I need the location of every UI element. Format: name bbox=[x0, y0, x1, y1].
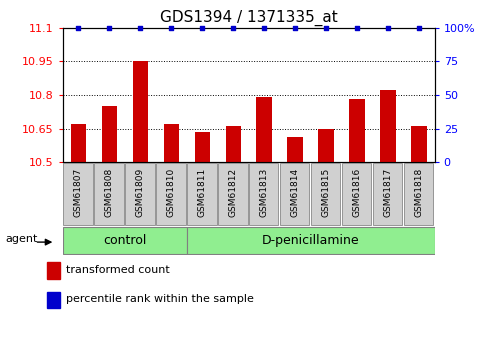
Bar bbox=[101, 106, 117, 162]
FancyBboxPatch shape bbox=[187, 227, 435, 254]
Bar bbox=[46, 262, 60, 279]
Point bbox=[415, 25, 423, 30]
Text: GSM61809: GSM61809 bbox=[136, 168, 145, 217]
FancyBboxPatch shape bbox=[249, 164, 279, 225]
FancyBboxPatch shape bbox=[404, 164, 433, 225]
Text: GSM61808: GSM61808 bbox=[105, 168, 114, 217]
FancyBboxPatch shape bbox=[63, 227, 187, 254]
Bar bbox=[287, 138, 303, 162]
FancyBboxPatch shape bbox=[187, 164, 216, 225]
Bar bbox=[381, 90, 396, 162]
Text: GSM61817: GSM61817 bbox=[384, 168, 393, 217]
Text: GSM61813: GSM61813 bbox=[260, 168, 269, 217]
Point bbox=[105, 25, 113, 30]
FancyBboxPatch shape bbox=[312, 164, 341, 225]
Point bbox=[291, 25, 299, 30]
Text: GSM61810: GSM61810 bbox=[167, 168, 176, 217]
Text: GSM61811: GSM61811 bbox=[198, 168, 207, 217]
Point bbox=[199, 25, 206, 30]
FancyBboxPatch shape bbox=[280, 164, 310, 225]
Text: GSM61814: GSM61814 bbox=[291, 168, 300, 217]
FancyBboxPatch shape bbox=[373, 164, 402, 225]
FancyBboxPatch shape bbox=[126, 164, 155, 225]
Bar bbox=[350, 99, 365, 162]
FancyBboxPatch shape bbox=[63, 164, 93, 225]
Text: GSM61812: GSM61812 bbox=[229, 168, 238, 217]
Point bbox=[136, 25, 144, 30]
Text: percentile rank within the sample: percentile rank within the sample bbox=[66, 294, 254, 304]
FancyBboxPatch shape bbox=[156, 164, 185, 225]
Bar bbox=[195, 132, 210, 162]
FancyBboxPatch shape bbox=[218, 164, 247, 225]
Bar bbox=[318, 129, 334, 162]
Title: GDS1394 / 1371335_at: GDS1394 / 1371335_at bbox=[160, 10, 338, 26]
FancyBboxPatch shape bbox=[94, 164, 124, 225]
Point bbox=[354, 25, 361, 30]
Text: GSM61816: GSM61816 bbox=[353, 168, 362, 217]
Point bbox=[229, 25, 237, 30]
Point bbox=[384, 25, 392, 30]
Bar bbox=[46, 292, 60, 308]
Bar bbox=[412, 126, 427, 162]
Text: D-penicillamine: D-penicillamine bbox=[262, 234, 359, 247]
Text: GSM61815: GSM61815 bbox=[322, 168, 331, 217]
Point bbox=[322, 25, 330, 30]
Text: GSM61818: GSM61818 bbox=[415, 168, 424, 217]
Bar bbox=[132, 61, 148, 162]
Bar bbox=[226, 126, 241, 162]
Point bbox=[168, 25, 175, 30]
Bar bbox=[71, 124, 86, 162]
Bar bbox=[164, 124, 179, 162]
FancyBboxPatch shape bbox=[342, 164, 371, 225]
Text: GSM61807: GSM61807 bbox=[74, 168, 83, 217]
Point bbox=[74, 25, 82, 30]
Text: transformed count: transformed count bbox=[66, 265, 170, 275]
Text: agent: agent bbox=[5, 234, 37, 244]
Point bbox=[260, 25, 268, 30]
Bar bbox=[256, 97, 272, 162]
Text: control: control bbox=[103, 234, 146, 247]
